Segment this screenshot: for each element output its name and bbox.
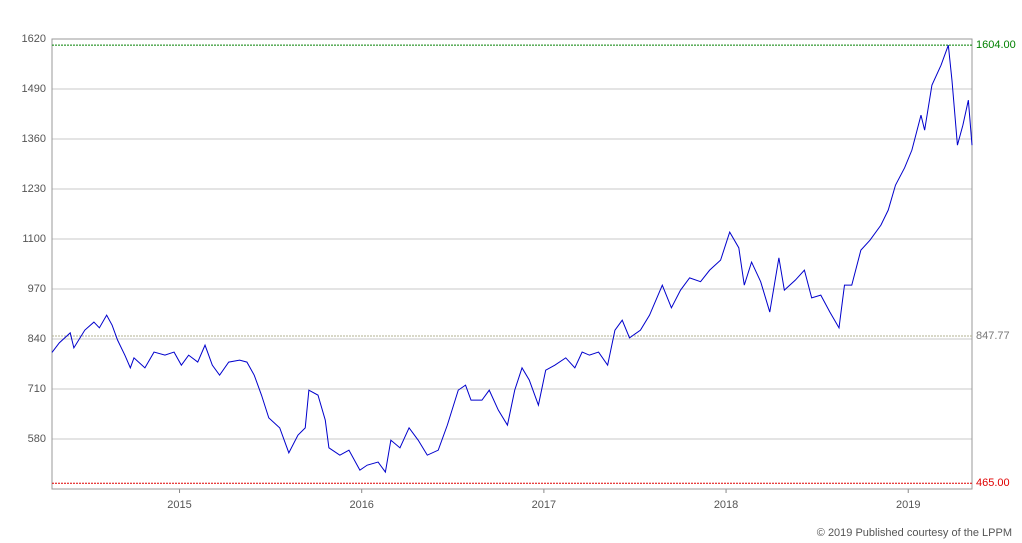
y-tick-label: 840	[28, 333, 46, 345]
y-tick-label: 580	[28, 433, 46, 445]
x-tick-label: 2016	[349, 499, 373, 511]
plot-frame	[51, 38, 973, 490]
y-tick-label: 710	[28, 383, 46, 395]
y-tick-label: 1620	[22, 33, 46, 45]
price-line	[51, 44, 973, 474]
source-note: © 2019 Published courtesy of the LPPM	[817, 527, 1012, 539]
x-tick-label: 2018	[714, 499, 738, 511]
x-tick-label: 2017	[532, 499, 556, 511]
y-tick-label: 1490	[22, 83, 46, 95]
reference-label: 465.00	[976, 477, 1010, 489]
y-tick-label: 970	[28, 283, 46, 295]
x-tick-label: 2019	[896, 499, 920, 511]
reference-label: 847.77	[976, 330, 1010, 342]
y-tick-label: 1100	[22, 233, 46, 245]
x-tick-label: 2015	[167, 499, 191, 511]
reference-label: 1604.00	[976, 39, 1016, 51]
y-tick-label: 1230	[22, 183, 46, 195]
y-tick-label: 1360	[22, 133, 46, 145]
